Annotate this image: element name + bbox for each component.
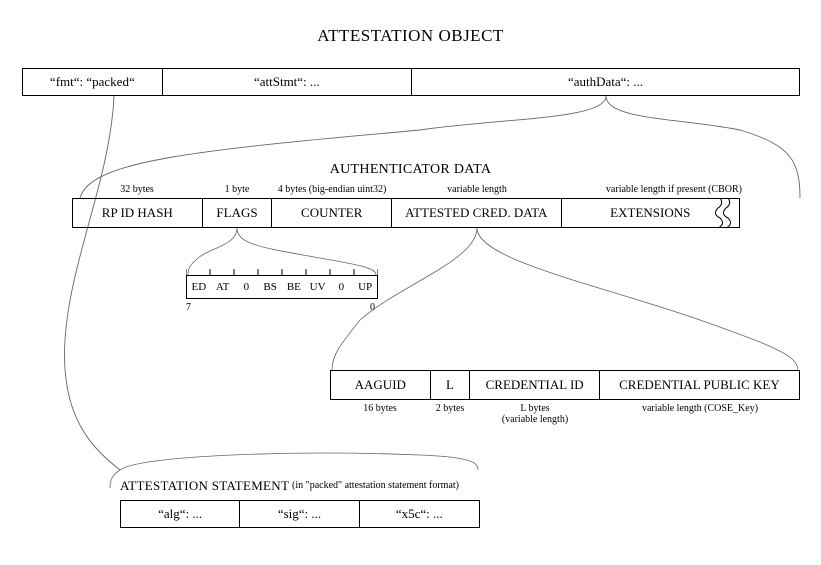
- authenticator-data-title: AUTHENTICATOR DATA: [0, 162, 821, 178]
- ad-acd-cell: ATTESTED CRED. DATA: [392, 199, 561, 227]
- ao-attstmt-cell: “attStmt“: ...: [163, 69, 412, 95]
- ad-label-counter: 4 bytes (big-endian uint32): [272, 184, 392, 195]
- page-title: ATTESTATION OBJECT: [0, 26, 821, 46]
- flag-bit-7: ED: [187, 281, 211, 293]
- flags-bit-box: ED AT 0 BS BE UV 0 UP: [186, 275, 378, 299]
- ad-ext-cell: EXTENSIONS: [562, 199, 739, 227]
- flag-bit-1: 0: [330, 281, 354, 293]
- ad-label-acd: variable length: [392, 184, 562, 195]
- as-x5c-cell: “x5c“: ...: [360, 501, 479, 527]
- ad-label-rpid: 32 bytes: [72, 184, 202, 195]
- flag-index-0: 0: [370, 302, 375, 313]
- acd-aaguid-below: 16 bytes: [330, 403, 430, 414]
- ad-label-ext: variable length if present (CBOR): [562, 184, 742, 195]
- flag-bit-5: 0: [235, 281, 259, 293]
- ad-flags-cell: FLAGS: [203, 199, 273, 227]
- as-alg-cell: “alg“: ...: [121, 501, 240, 527]
- flag-bit-2: UV: [306, 281, 330, 293]
- flag-bit-0: UP: [353, 281, 377, 293]
- ad-rpid-cell: RP ID HASH: [73, 199, 203, 227]
- attested-cred-row: AAGUID L CREDENTIAL ID CREDENTIAL PUBLIC…: [330, 370, 800, 400]
- ad-label-flags: 1 byte: [202, 184, 272, 195]
- ao-authdata-cell: “authData“: ...: [412, 69, 799, 95]
- attestation-statement-note: (in "packed" attestation statement forma…: [292, 480, 459, 491]
- flag-index-7: 7: [186, 302, 191, 313]
- acd-credid-below: L bytes (variable length): [470, 403, 600, 425]
- attestation-object-row: “fmt“: “packed“ “attStmt“: ... “authData…: [22, 68, 800, 96]
- acd-credpk-cell: CREDENTIAL PUBLIC KEY: [600, 371, 799, 399]
- ao-fmt-cell: “fmt“: “packed“: [23, 69, 163, 95]
- attestation-statement-row: “alg“: ... “sig“: ... “x5c“: ...: [120, 500, 480, 528]
- flag-ticks-svg: [186, 266, 378, 275]
- ad-counter-cell: COUNTER: [272, 199, 392, 227]
- acd-l-cell: L: [431, 371, 471, 399]
- acd-credpk-below: variable length (COSE_Key): [600, 403, 800, 414]
- flag-bit-6: AT: [211, 281, 235, 293]
- acd-aaguid-cell: AAGUID: [331, 371, 431, 399]
- flag-bit-4: BS: [258, 281, 282, 293]
- acd-l-below: 2 bytes: [430, 403, 470, 414]
- authenticator-data-row: RP ID HASH FLAGS COUNTER ATTESTED CRED. …: [72, 198, 740, 228]
- flag-bit-3: BE: [282, 281, 306, 293]
- attestation-statement-title: ATTESTATION STATEMENT: [120, 478, 289, 494]
- as-sig-cell: “sig“: ...: [240, 501, 359, 527]
- acd-credid-cell: CREDENTIAL ID: [470, 371, 599, 399]
